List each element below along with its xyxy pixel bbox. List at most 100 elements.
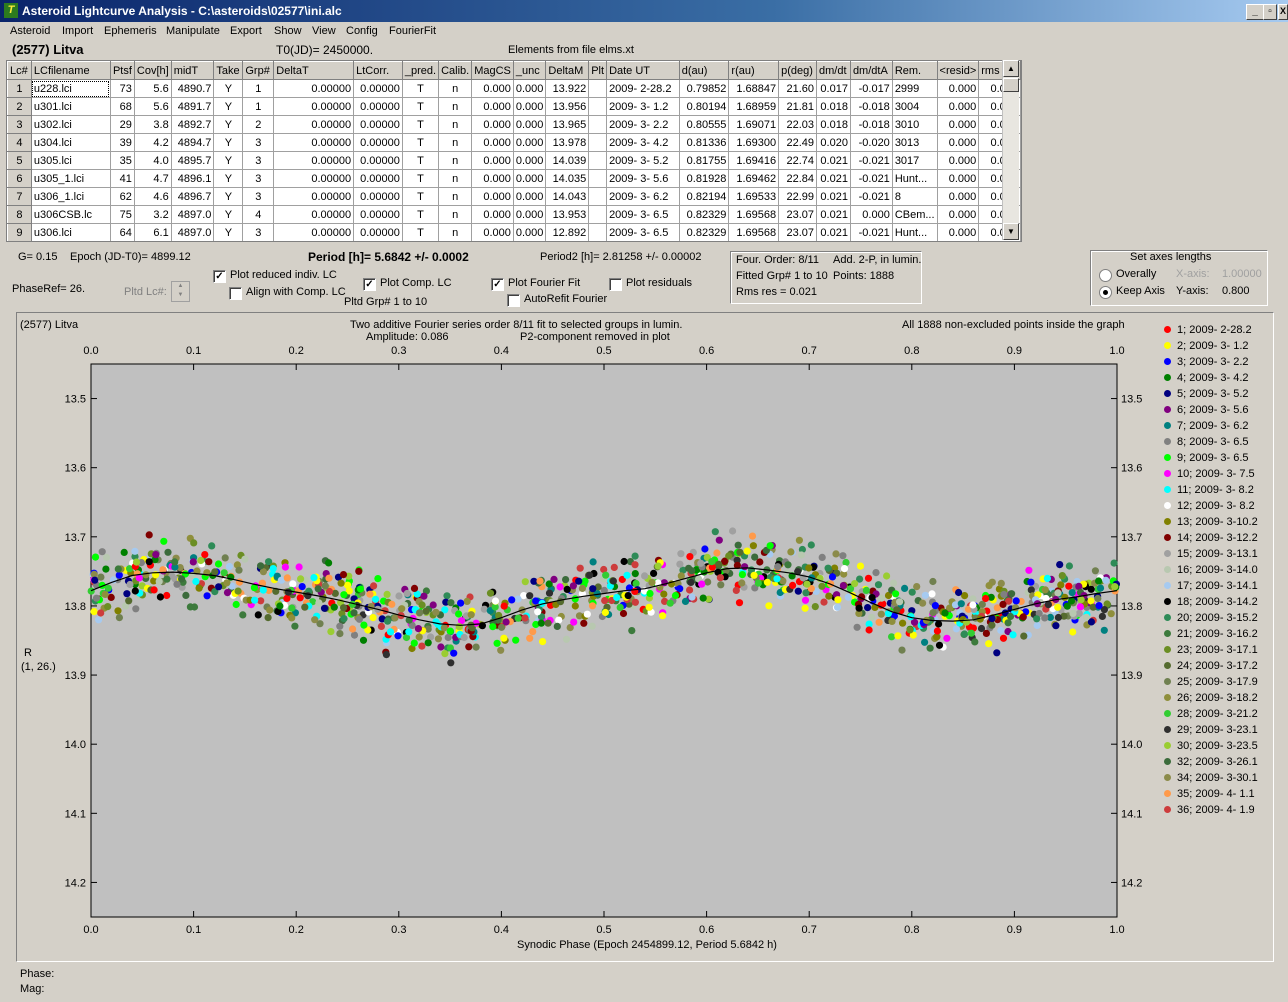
table-cell[interactable]: 0.000 [936, 169, 980, 188]
column-header[interactable]: midT [170, 61, 215, 80]
lightcurve-table[interactable]: Lc# LCfilename Ptsf Cov[h] midT Take Grp# Delta… [6, 60, 1022, 242]
table-cell[interactable]: Hunt... [891, 169, 938, 188]
table-cell[interactable]: 0.00000 [273, 133, 355, 152]
row-number[interactable]: 5 [7, 151, 32, 170]
table-cell[interactable]: 4890.7 [170, 79, 215, 98]
column-header[interactable]: p(deg) [778, 61, 818, 80]
table-cell[interactable]: 13.965 [545, 115, 590, 134]
overally-radio[interactable] [1099, 269, 1112, 282]
menu-config[interactable]: Config [346, 25, 378, 37]
spin-up-icon[interactable]: ▲ [177, 283, 184, 289]
row-number[interactable]: 3 [7, 115, 32, 134]
table-cell[interactable]: -0.021 [849, 223, 893, 241]
plot-comp-checkbox[interactable]: ✓ [363, 278, 376, 291]
column-header[interactable]: LtCorr. [353, 61, 403, 80]
table-cell[interactable]: 3017 [891, 151, 938, 170]
table-cell[interactable]: 0.020 [816, 133, 851, 152]
table-cell[interactable]: 3.2 [133, 205, 172, 224]
table-cell[interactable]: u306CSB.lc [30, 205, 111, 224]
column-header[interactable]: dm/dt [816, 61, 851, 80]
table-cell[interactable]: 0.000 [512, 133, 547, 152]
plot-reduced-checkbox[interactable]: ✓ [213, 270, 226, 283]
table-cell[interactable]: 0.00000 [273, 97, 355, 116]
menu-export[interactable]: Export [230, 25, 262, 37]
menu-show[interactable]: Show [274, 25, 302, 37]
table-cell[interactable]: 13.953 [545, 205, 590, 224]
column-header[interactable]: Rem. [891, 61, 938, 80]
table-cell[interactable]: Y [213, 115, 244, 134]
table-cell[interactable]: 0.021 [816, 223, 851, 241]
column-header[interactable]: MagCS [471, 61, 514, 80]
table-cell[interactable]: 0.000 [471, 151, 514, 170]
pltd-lc-spinner[interactable]: ▲ ▼ [171, 281, 190, 302]
table-cell[interactable]: 0.00000 [353, 169, 403, 188]
table-cell[interactable]: 4892.7 [170, 115, 215, 134]
table-cell[interactable]: 0.000 [849, 205, 893, 224]
y-axis-value[interactable]: 0.800 [1222, 285, 1250, 297]
column-header[interactable]: Grp# [242, 61, 275, 80]
table-cell[interactable]: 2009- 3- 5.2 [606, 151, 680, 170]
column-header[interactable]: Ptsf [109, 61, 135, 80]
table-cell[interactable]: 0.81755 [678, 151, 730, 170]
column-header[interactable]: _unc [512, 61, 547, 80]
table-cell[interactable]: 4897.0 [170, 223, 215, 241]
column-header[interactable]: _pred. [401, 61, 440, 80]
menu-asteroid[interactable]: Asteroid [10, 25, 51, 37]
table-cell[interactable]: 0.00000 [273, 169, 355, 188]
table-cell[interactable]: 23.07 [778, 205, 818, 224]
app-icon[interactable]: T [4, 3, 18, 18]
table-cell[interactable]: -0.021 [849, 151, 893, 170]
table-cell[interactable]: Hunt... [891, 223, 938, 241]
table-cell[interactable]: 0.00000 [273, 187, 355, 206]
table-cell[interactable]: 0.000 [512, 223, 547, 241]
table-cell[interactable]: 4.6 [133, 187, 172, 206]
table-cell[interactable]: 2009- 3- 6.5 [606, 223, 680, 241]
table-cell[interactable]: 22.49 [778, 133, 818, 152]
spin-down-icon[interactable]: ▼ [177, 292, 184, 298]
row-number[interactable]: 7 [7, 187, 32, 206]
table-cell[interactable]: 2009- 3- 6.5 [606, 205, 680, 224]
minimize-button[interactable]: _ [1246, 4, 1264, 20]
menu-import[interactable]: Import [62, 25, 94, 37]
table-cell[interactable]: 0.00000 [353, 205, 403, 224]
table-cell[interactable]: 0.82329 [678, 223, 730, 241]
table-cell[interactable]: 68 [109, 97, 135, 116]
table-cell[interactable]: 14.039 [545, 151, 590, 170]
plot-fourier-checkbox[interactable]: ✓ [491, 278, 504, 291]
title-bar[interactable]: T Asteroid Lightcurve Analysis - C:\aste… [0, 0, 1288, 22]
table-cell[interactable]: 3.8 [133, 115, 172, 134]
table-cell[interactable]: 41 [109, 169, 135, 188]
table-cell[interactable]: 21.81 [778, 97, 818, 116]
scroll-up-icon[interactable]: ▲ [1003, 60, 1019, 77]
table-cell[interactable]: 6.1 [133, 223, 172, 241]
table-cell[interactable]: 0.018 [816, 115, 851, 134]
column-header[interactable]: dm/dtA [849, 61, 893, 80]
row-number[interactable]: 1 [7, 79, 32, 98]
table-cell[interactable]: 0.000 [471, 187, 514, 206]
table-cell[interactable]: Y [213, 223, 244, 241]
table-cell[interactable]: 12.892 [545, 223, 590, 241]
table-cell[interactable]: 0.00000 [273, 223, 355, 241]
row-number[interactable]: 6 [7, 169, 32, 188]
table-cell[interactable]: 0.80194 [678, 97, 730, 116]
table-cell[interactable]: 3013 [891, 133, 938, 152]
column-header[interactable]: DeltaT [273, 61, 355, 80]
table-cell[interactable]: 0.000 [936, 79, 980, 98]
table-cell[interactable]: 0.00000 [353, 97, 403, 116]
table-cell[interactable]: 0.00000 [353, 223, 403, 241]
table-cell[interactable]: u302.lci [30, 115, 111, 134]
table-cell[interactable]: 0.000 [471, 133, 514, 152]
table-cell[interactable]: 22.84 [778, 169, 818, 188]
table-cell[interactable]: 0.000 [936, 97, 980, 116]
keep-axis-radio[interactable] [1099, 286, 1112, 299]
table-cell[interactable]: 13.978 [545, 133, 590, 152]
table-cell[interactable]: 1.68847 [728, 79, 780, 98]
table-cell[interactable]: 4896.7 [170, 187, 215, 206]
table-cell[interactable]: 0.000 [936, 187, 980, 206]
table-cell[interactable]: 2009- 3- 5.6 [606, 169, 680, 188]
table-cell[interactable]: 1.69568 [728, 223, 780, 241]
